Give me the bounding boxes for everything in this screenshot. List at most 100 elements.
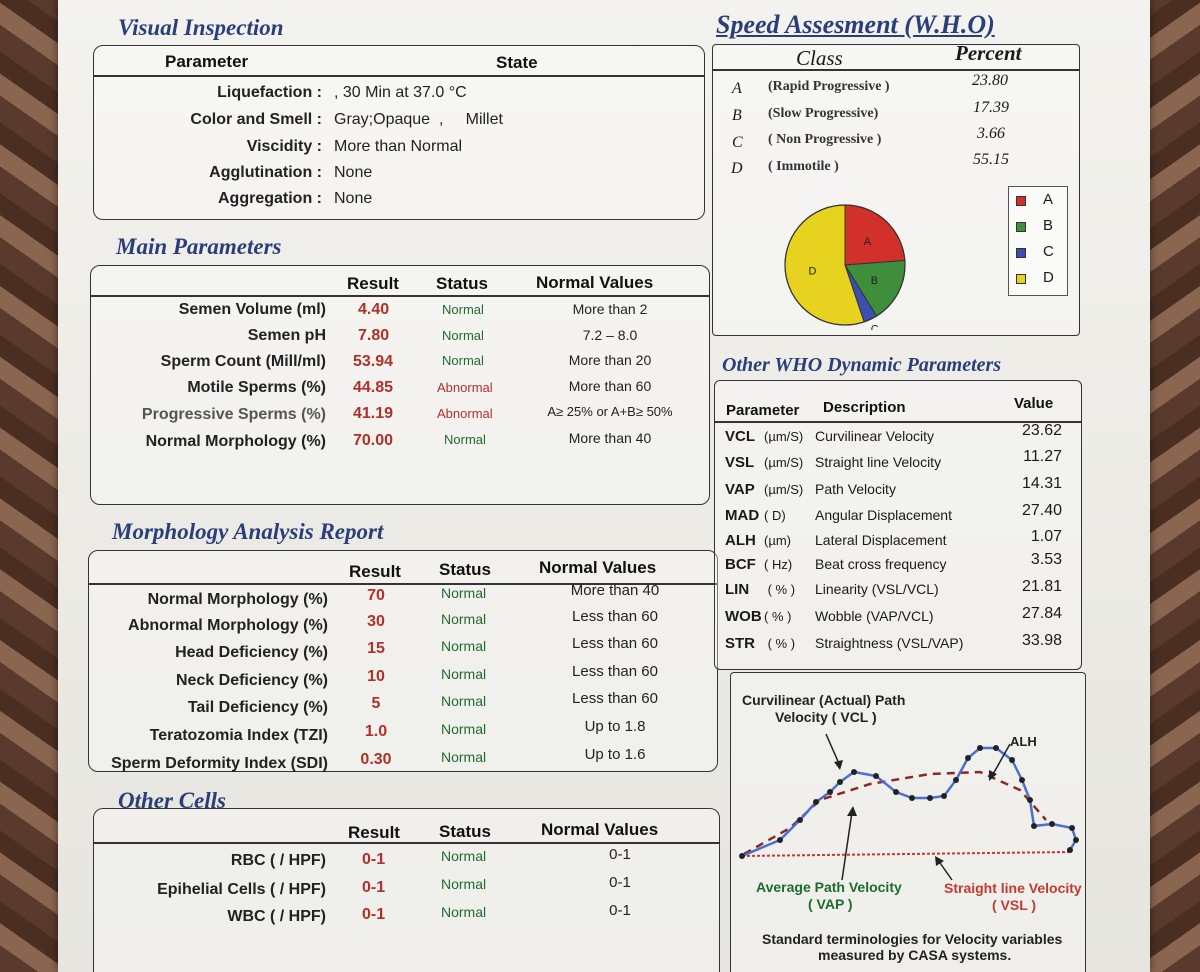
- main-result-progressive: 41.19: [353, 405, 394, 422]
- pie-label-c: C: [871, 323, 879, 330]
- other-label-wbc: WBC ( / HPF): [227, 908, 326, 925]
- dyn-value-str: 33.98: [1021, 632, 1062, 649]
- dynamic-col-param: Parameter: [726, 402, 800, 419]
- dyn-desc-vcl: Curvilinear Velocity: [815, 428, 935, 444]
- speed-letter-c: C: [732, 134, 743, 151]
- morph-col-normal: Normal Values: [539, 558, 657, 577]
- divider: [94, 75, 704, 77]
- legend-swatch-c: [1016, 248, 1026, 258]
- legend-swatch-d: [1016, 274, 1026, 284]
- divider: [94, 842, 719, 844]
- velocity-diagram-box: [730, 672, 1086, 972]
- other-label-rbc: RBC ( / HPF): [230, 852, 326, 869]
- visual-inspection-box: [93, 45, 705, 220]
- morph-normal-tzi: Up to 1.8: [584, 718, 646, 735]
- dyn-unit-str: ( % ): [764, 636, 796, 651]
- dyn-desc-str: Straightness (VSL/VAP): [815, 635, 964, 651]
- vsl-pointer-arrow: [937, 859, 953, 881]
- morph-label-sdi: Sperm Deformity Index (SDI): [111, 755, 328, 772]
- vap-label-line1: Average Path Velocity: [756, 879, 902, 895]
- pie-label-a: A: [864, 236, 872, 248]
- main-parameters-title: Main Parameters: [116, 234, 282, 259]
- vcl-curvilinear-path: [741, 746, 1078, 858]
- dyn-param-bcf: BCF: [725, 556, 756, 573]
- main-normal-volume: More than 2: [572, 301, 648, 317]
- main-label-morphology: Normal Morphology (%): [145, 433, 326, 450]
- morph-label-neck: Neck Deficiency (%): [175, 672, 328, 689]
- main-normal-morphology: More than 40: [568, 430, 652, 446]
- pie-slice-a: [844, 204, 906, 266]
- dyn-desc-vap: Path Velocity: [815, 481, 896, 497]
- vsl-label-line1: Straight line Velocity: [944, 880, 1082, 896]
- main-result-count: 53.94: [353, 353, 394, 370]
- morph-normal-normal-morph: More than 40: [570, 582, 660, 599]
- morph-label-abnormal-morph: Abnormal Morphology (%): [128, 617, 328, 634]
- dyn-desc-bcf: Beat cross frequency: [815, 556, 947, 572]
- dyn-param-lin: LIN: [725, 581, 750, 598]
- speed-letter-d: D: [731, 160, 743, 177]
- dyn-value-vap: 14.31: [1021, 475, 1062, 492]
- main-label-ph: Semen pH: [247, 327, 326, 344]
- visual-label-liquefaction: Liquefaction :: [217, 84, 322, 101]
- main-status-count: Normal: [442, 353, 484, 368]
- speed-name-b: (Slow Progressive): [768, 106, 879, 121]
- other-col-normal: Normal Values: [541, 820, 659, 839]
- dyn-value-mad: 27.40: [1021, 502, 1062, 519]
- morph-result-tail: 5: [371, 695, 381, 712]
- dynamic-title: Other WHO Dynamic Parameters: [722, 354, 1002, 376]
- dyn-value-lin: 21.81: [1021, 578, 1062, 595]
- dyn-value-alh: 1.07: [1030, 528, 1062, 545]
- vap-label-line2: ( VAP ): [808, 896, 853, 912]
- main-parameters-box: [90, 265, 710, 505]
- main-status-volume: Normal: [442, 302, 484, 317]
- morph-normal-neck: Less than 60: [572, 663, 658, 680]
- main-col-result: Result: [347, 274, 399, 293]
- dyn-unit-alh: (µm): [764, 533, 791, 548]
- morph-label-normal-morph: Normal Morphology (%): [147, 591, 328, 608]
- vcl-label-line1: Curvilinear (Actual) Path: [742, 692, 906, 708]
- alh-pointer-arrow: [991, 743, 1011, 777]
- speed-percent-c: 3.66: [977, 125, 1005, 142]
- morph-label-head: Head Deficiency (%): [175, 644, 328, 661]
- visual-value-agglutination: None: [334, 164, 373, 181]
- other-normal-wbc: 0-1: [609, 902, 631, 919]
- divider: [715, 421, 1081, 423]
- main-normal-progressive: A≥ 25% or A+B≥ 50%: [547, 404, 673, 419]
- main-col-normal: Normal Values: [536, 273, 654, 292]
- dyn-value-vcl: 23.62: [1021, 422, 1062, 439]
- vsl-straight-line: [741, 851, 1073, 857]
- vsl-label-line2: ( VSL ): [992, 897, 1037, 913]
- vcl-pointer-arrow: [825, 733, 841, 767]
- other-result-wbc: 0-1: [362, 906, 386, 923]
- morph-label-tzi: Teratozomia Index (TZI): [149, 727, 328, 744]
- speed-letter-b: B: [732, 107, 742, 124]
- legend-swatch-a: [1016, 196, 1026, 206]
- other-status-rbc: Normal: [441, 848, 487, 864]
- main-status-ph: Normal: [442, 328, 484, 343]
- visual-value-viscidity: More than Normal: [334, 138, 463, 155]
- morph-status-abnormal-morph: Normal: [441, 611, 487, 627]
- legend-label-c: C: [1043, 243, 1054, 260]
- speed-name-a: (Rapid Progressive ): [768, 79, 890, 94]
- morph-normal-abnormal-morph: Less than 60: [572, 608, 658, 625]
- dyn-desc-mad: Angular Displacement: [815, 507, 952, 523]
- visual-label-aggregation: Aggregation :: [218, 190, 322, 207]
- dynamic-col-value: Value: [1014, 395, 1054, 412]
- other-col-status: Status: [439, 822, 491, 841]
- main-normal-motile: More than 60: [568, 378, 652, 394]
- main-normal-ph: 7.2 – 8.0: [582, 327, 638, 343]
- divider: [89, 583, 717, 585]
- morph-normal-sdi: Up to 1.6: [584, 746, 646, 763]
- visual-value-color: Gray;Opaque , Millet: [334, 111, 503, 128]
- dyn-unit-wob: ( % ): [764, 609, 792, 624]
- pie-label-d: D: [808, 265, 816, 277]
- other-status-wbc: Normal: [441, 904, 487, 920]
- dyn-unit-mad: ( D): [764, 508, 786, 523]
- speed-name-c: ( Non Progressive ): [768, 132, 882, 147]
- dyn-value-vsl: 11.27: [1023, 448, 1062, 465]
- main-label-count: Sperm Count (Mill/ml): [160, 353, 326, 370]
- dyn-value-wob: 27.84: [1021, 605, 1062, 622]
- speed-letter-a: A: [732, 80, 742, 97]
- dyn-param-vcl: VCL: [725, 428, 755, 445]
- speed-title: Speed Assesment (W.H.O): [716, 10, 995, 39]
